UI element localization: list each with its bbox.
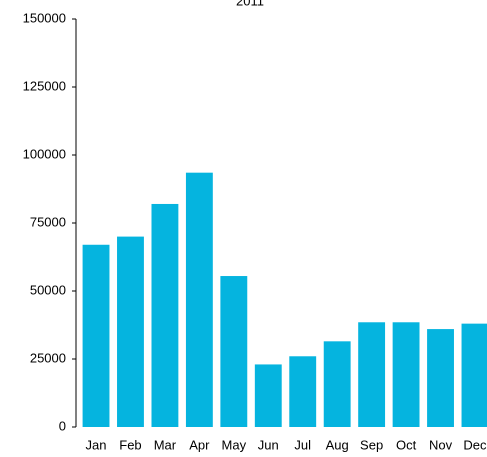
bar <box>254 364 282 427</box>
bar <box>220 276 248 427</box>
bar <box>427 329 454 427</box>
x-tick-label: Oct <box>396 437 417 452</box>
bar <box>151 203 179 427</box>
bar <box>358 322 386 427</box>
x-tick-label: Apr <box>189 437 210 452</box>
y-tick-label: 50000 <box>30 282 66 297</box>
bar <box>289 356 317 427</box>
bar <box>323 341 351 427</box>
x-tick-label: Sep <box>360 437 383 452</box>
x-tick-label: Jun <box>258 437 279 452</box>
bar <box>117 236 144 427</box>
x-tick-label: Jan <box>86 437 107 452</box>
bar <box>185 172 213 427</box>
bar <box>392 322 420 427</box>
y-tick-label: 25000 <box>30 350 66 365</box>
y-tick-label: 75000 <box>30 214 66 229</box>
bar <box>82 244 110 427</box>
chart-title: 2011 <box>236 0 264 8</box>
x-tick-label: Mar <box>154 437 177 452</box>
y-tick-label: 100000 <box>23 146 66 161</box>
x-tick-label: Aug <box>326 437 349 452</box>
y-tick-label: 0 <box>59 418 66 433</box>
x-tick-label: Dec <box>463 437 487 452</box>
x-tick-label: Jul <box>294 437 311 452</box>
y-tick-label: 150000 <box>23 10 66 25</box>
x-tick-label: Nov <box>429 437 453 452</box>
bar <box>461 323 487 427</box>
y-tick-label: 125000 <box>23 78 66 93</box>
x-tick-label: Feb <box>119 437 141 452</box>
x-tick-label: May <box>222 437 247 452</box>
